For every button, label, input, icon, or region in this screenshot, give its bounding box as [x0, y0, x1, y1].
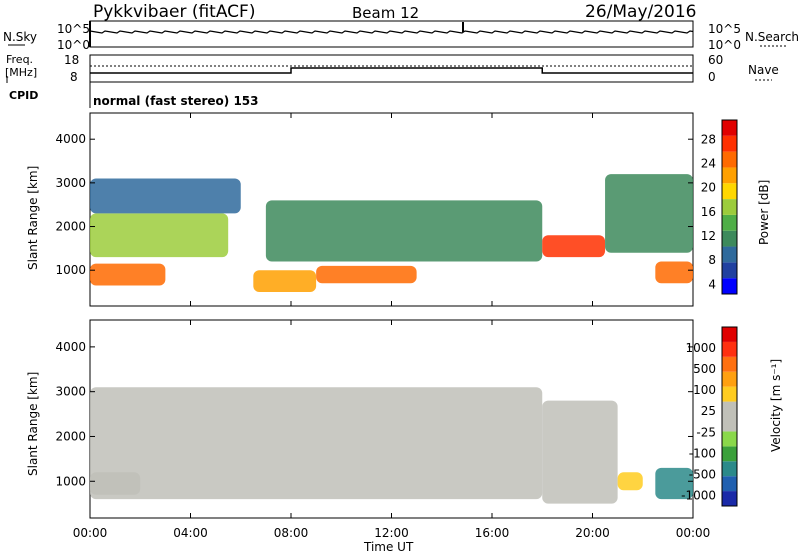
- nave-label: Nave: [748, 63, 779, 77]
- velocity-data-band: [617, 472, 643, 491]
- power-colorbar-cell: [722, 135, 737, 152]
- power-colorbar-cell: [722, 183, 737, 200]
- power-y-tick-label: 1000: [55, 263, 86, 277]
- velocity-colorbar-cell: [722, 341, 737, 357]
- power-data-band: [265, 200, 543, 262]
- power-colorbar-cell: [722, 120, 737, 136]
- nave-tick-low: 0: [708, 70, 716, 84]
- power-data-band: [655, 261, 693, 284]
- x-tick-label: 16:00: [475, 526, 510, 540]
- velocity-colorbar-tick-label: 1000: [685, 341, 716, 355]
- velocity-colorbar-tick-label: -1000: [681, 488, 716, 502]
- power-colorbar-cell: [722, 230, 737, 247]
- power-colorbar-tick-label: 28: [701, 132, 716, 146]
- power-data-band: [316, 265, 417, 284]
- power-y-tick-label: 2000: [55, 220, 86, 234]
- x-tick-label: 00:00: [73, 526, 108, 540]
- nsky-tick-high: 10^5: [57, 22, 90, 36]
- power-data-band: [605, 174, 693, 253]
- velocity-colorbar-cell: [722, 431, 737, 447]
- velocity-colorbar-tick-label: 25: [701, 404, 716, 418]
- velocity-data-band: [90, 387, 543, 500]
- velocity-colorbar-cell: [722, 416, 737, 432]
- freq-tick-low: 8: [70, 70, 78, 84]
- power-colorbar-tick-label: 20: [701, 181, 716, 195]
- date-title: 26/May/2016: [585, 2, 697, 22]
- velocity-y-tick-label: 4000: [55, 340, 86, 354]
- velocity-data-band: [655, 467, 693, 500]
- x-tick-label: 20:00: [575, 526, 610, 540]
- velocity-colorbar-cell: [722, 461, 737, 477]
- power-y-tick-label: 4000: [55, 132, 86, 146]
- velocity-colorbar-cell: [722, 476, 737, 492]
- velocity-colorbar-tick-label: 100: [693, 383, 716, 397]
- power-data-band: [90, 178, 241, 214]
- freq-unit-label: [MHz]: [5, 66, 38, 79]
- beam-title: Beam 12: [352, 4, 420, 22]
- velocity-colorbar-cell: [722, 356, 737, 372]
- x-tick-label: 00:00: [676, 526, 711, 540]
- velocity-colorbar-cell: [722, 371, 737, 387]
- power-data-band: [253, 270, 317, 293]
- x-axis-label: Time UT: [364, 540, 414, 554]
- cpid-text: normal (fast stereo) 153: [93, 94, 259, 108]
- velocity-y-tick-label: 1000: [55, 474, 86, 488]
- velocity-colorbar-frame: [721, 326, 738, 507]
- velocity-colorbar-tick-label: -100: [689, 446, 716, 460]
- power-colorbar-tick-label: 4: [708, 277, 716, 291]
- velocity-y-tick-label: 3000: [55, 385, 86, 399]
- power-data-band: [90, 263, 166, 286]
- cpid-label: CPID: [9, 89, 39, 102]
- nsearch-tick-low: 10^0: [708, 38, 741, 52]
- radar-title: Pykkvibaer (fitACF): [93, 2, 256, 22]
- power-colorbar-tick-label: 16: [701, 205, 716, 219]
- velocity-colorbar-tick-label: -500: [689, 467, 716, 481]
- velocity-colorbar-cell: [722, 386, 737, 402]
- power-colorbar-tick-label: 8: [708, 253, 716, 267]
- nsky-label: N.Sky: [3, 30, 38, 44]
- x-tick-label: 12:00: [374, 526, 409, 540]
- nsky-trace: [89, 30, 694, 34]
- x-tick-label: 08:00: [274, 526, 309, 540]
- power-colorbar-cell: [722, 151, 737, 168]
- power-colorbar-cell: [722, 278, 737, 294]
- velocity-colorbar-cell: [722, 446, 737, 462]
- power-colorbar-frame: [721, 119, 738, 295]
- power-data-band: [90, 213, 229, 258]
- power-y-tick-label: 3000: [55, 176, 86, 190]
- x-tick-label: 04:00: [173, 526, 208, 540]
- freq-trace: [90, 67, 693, 74]
- velocity-colorbar-tick-label: -25: [696, 425, 716, 439]
- nave-tick-high: 60: [708, 53, 724, 67]
- nsky-tick-low: 10^0: [57, 38, 90, 52]
- velocity-colorbar-cell: [722, 401, 737, 417]
- nsearch-tick-high: 10^5: [708, 22, 741, 36]
- power-colorbar-cell: [722, 167, 737, 184]
- power-colorbar-tick-label: 12: [701, 229, 716, 243]
- power-colorbar-cell: [722, 262, 737, 279]
- freq-label: Freq.: [6, 53, 34, 66]
- power-colorbar-cell: [722, 214, 737, 231]
- nsky-panel-frame: [89, 20, 694, 48]
- freq-panel-frame: [89, 54, 694, 83]
- power-colorbar-cell: [722, 199, 737, 215]
- velocity-colorbar-cell: [722, 327, 737, 342]
- velocity-colorbar-tick-label: 500: [693, 362, 716, 376]
- freq-tick-high: 18: [64, 53, 80, 67]
- power-data-band: [542, 235, 606, 258]
- power-colorbar-cell: [722, 246, 737, 263]
- velocity-colorbar-cell: [722, 491, 737, 506]
- power-colorbar-tick-label: 24: [701, 157, 716, 171]
- velocity-data-band: [542, 400, 618, 504]
- nsearch-label: N.Search: [745, 30, 800, 44]
- velocity-y-tick-label: 2000: [55, 429, 86, 443]
